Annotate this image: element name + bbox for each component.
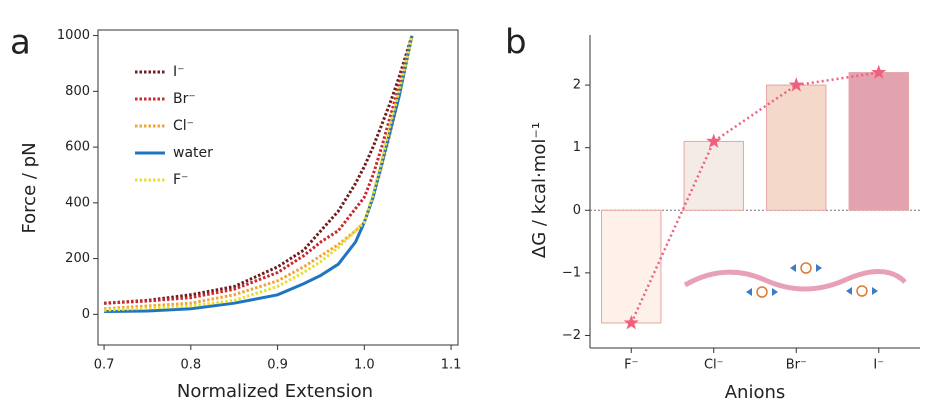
x-tick-label: F⁻ (624, 358, 638, 373)
bar (683, 140, 744, 211)
x-tick-label: Br⁻ (786, 358, 807, 373)
legend-label: Cl⁻ (173, 118, 194, 134)
inset-illustration (683, 262, 907, 298)
series-line (104, 35, 414, 313)
star-marker (788, 77, 804, 92)
series-line (104, 35, 414, 305)
legend-label: I⁻ (173, 64, 185, 80)
legend-label: Br⁻ (173, 91, 196, 107)
x-tick-label: 1.1 (441, 358, 462, 373)
y-tick-label: 2 (573, 78, 581, 93)
panel-label: b (505, 23, 527, 63)
legend-label: F⁻ (173, 172, 188, 188)
y-tick-label: −1 (562, 265, 581, 280)
y-tick-label: 0 (573, 203, 581, 218)
y-tick-label: 0 (82, 307, 90, 322)
y-tick-label: −2 (562, 328, 581, 343)
y-axis-label: ΔG / kcal·mol⁻¹ (529, 122, 550, 258)
y-axis-label: Force / pN (19, 142, 40, 233)
series-line (104, 35, 414, 311)
bar (601, 209, 662, 324)
series-line (104, 35, 414, 312)
x-tick-label: Cl⁻ (704, 358, 724, 373)
y-tick-label: 800 (65, 84, 90, 99)
star-marker (706, 133, 722, 148)
bar (848, 72, 909, 211)
x-tick-label: I⁻ (873, 358, 884, 373)
x-tick-label: 1.0 (354, 358, 375, 373)
star-marker (623, 315, 639, 330)
x-axis-label: Normalized Extension (177, 381, 373, 402)
y-tick-label: 1000 (57, 28, 90, 43)
series-line (104, 35, 414, 305)
bar (766, 84, 827, 211)
x-tick-label: 0.7 (94, 358, 115, 373)
x-tick-label: 0.8 (180, 358, 201, 373)
y-tick-label: 200 (65, 251, 90, 266)
x-tick-label: 0.9 (267, 358, 288, 373)
legend-label: water (173, 145, 213, 161)
star-marker (871, 64, 887, 79)
trend-line (630, 71, 879, 324)
y-tick-label: 400 (65, 195, 90, 210)
x-axis-label: Anions (725, 382, 786, 403)
y-tick-label: 600 (65, 140, 90, 155)
panel-label: a (10, 23, 31, 63)
y-tick-label: 1 (573, 140, 581, 155)
